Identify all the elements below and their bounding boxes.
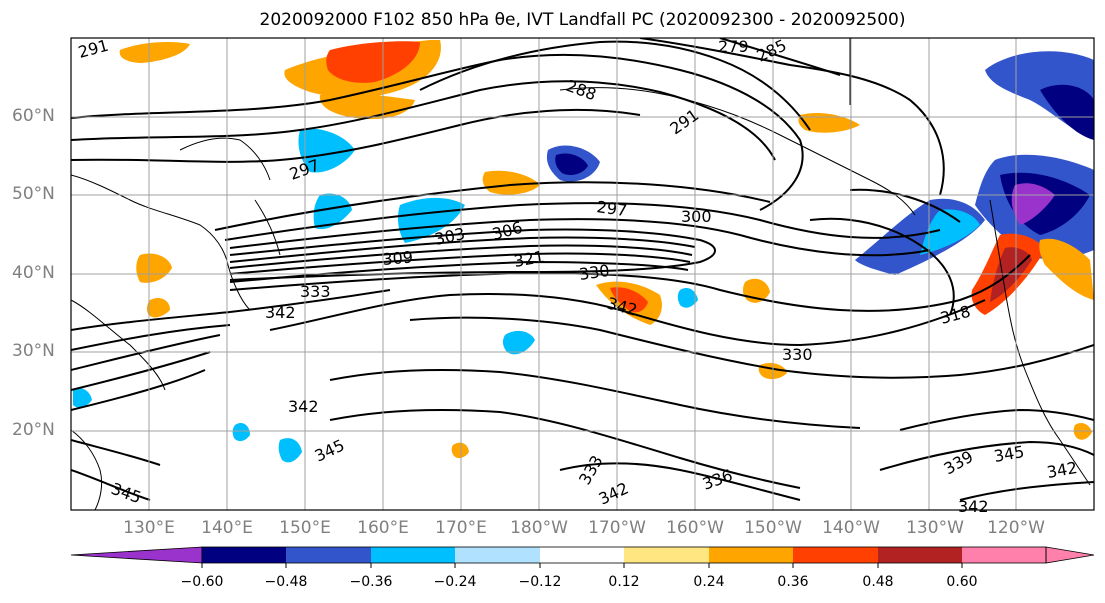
- colorbar-tick-label: −0.24: [433, 574, 477, 590]
- colorbar-tick-label: −0.48: [264, 574, 308, 590]
- lon-label: 140°E: [201, 518, 253, 538]
- contour-label: 297: [595, 197, 628, 220]
- colorbar-segment: [962, 547, 1046, 563]
- lon-label: 150°W: [744, 518, 802, 538]
- colorbar-extend-max: [1045, 546, 1095, 564]
- figure-title: 2020092000 F102 850 hPa θe, IVT Landfall…: [259, 10, 906, 30]
- colorbar-segment: [286, 547, 371, 563]
- lat-label-60n: 60°N: [12, 106, 55, 126]
- contour-label: 309: [382, 247, 414, 269]
- lon-label: 120°W: [987, 518, 1045, 538]
- lon-label: 160°E: [357, 518, 409, 538]
- contour-label: 342: [288, 397, 319, 416]
- colorbar-segment: [455, 547, 540, 563]
- lat-label-40n: 40°N: [12, 263, 55, 283]
- lat-label-50n: 50°N: [12, 184, 55, 204]
- contour-label: 330: [578, 261, 611, 284]
- map-frame: [70, 37, 1095, 511]
- theta-e-contours: [71, 38, 1094, 501]
- lon-label: 150°E: [279, 518, 331, 538]
- lon-label: 140°W: [822, 518, 880, 538]
- lat-label-30n: 30°N: [12, 341, 55, 361]
- contour-label: 342: [265, 303, 296, 322]
- colorbar-segment: [202, 547, 286, 563]
- gridlines: [71, 38, 1094, 510]
- contour-label: 342: [958, 497, 989, 516]
- colorbar-tick-label: −0.12: [518, 574, 562, 590]
- colorbar-tick-label: 0.48: [862, 574, 894, 590]
- lon-label: 170°W: [588, 518, 646, 538]
- colorbar-segment: [878, 547, 962, 563]
- colorbar-segment: [540, 547, 624, 563]
- colorbar-segment: [793, 547, 878, 563]
- lat-label-20n: 20°N: [12, 420, 55, 440]
- lon-label: 160°W: [666, 518, 724, 538]
- contour-label: 333: [300, 282, 331, 301]
- colorbar-tick-label: −0.60: [180, 574, 224, 590]
- colorbar-tick-label: 0.36: [777, 574, 809, 590]
- contour-label: 300: [681, 207, 712, 226]
- colorbar-segment: [709, 547, 793, 563]
- colorbar-segment: [371, 547, 455, 563]
- colorbar-segment: [624, 547, 709, 563]
- colorbar: [70, 546, 1095, 568]
- lon-label: 170°E: [435, 518, 487, 538]
- colorbar-tick-label: −0.36: [349, 574, 393, 590]
- lon-label: 180°W: [510, 518, 568, 538]
- colorbar-tick-label: 0.24: [693, 574, 725, 590]
- colorbar-tick-label: 0.60: [946, 574, 978, 590]
- lon-label: 130°W: [906, 518, 964, 538]
- contour-label: 330: [782, 345, 813, 364]
- colorbar-extend-min: [70, 546, 203, 564]
- colorbar-tick-label: 0.12: [608, 574, 640, 590]
- lon-label: 130°E: [123, 518, 175, 538]
- contour-label: 279: [718, 37, 749, 56]
